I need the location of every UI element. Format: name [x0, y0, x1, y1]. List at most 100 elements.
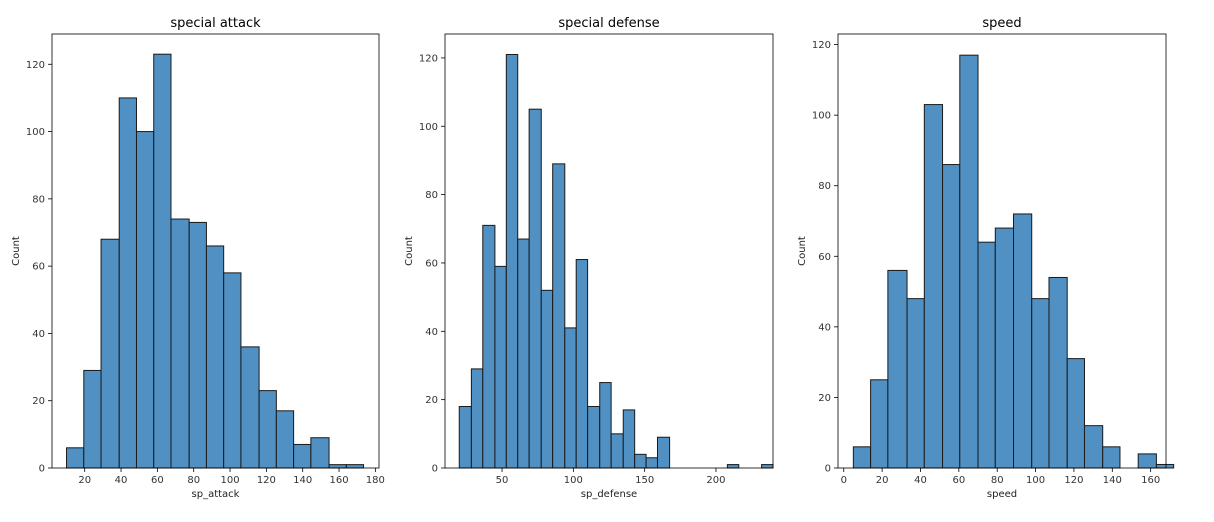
x-tick-label: 180 [366, 475, 385, 486]
histogram-bar [852, 446, 872, 469]
x-axis-label: sp_defense [581, 489, 637, 500]
histogram-bar [258, 390, 277, 469]
x-tick-label: 60 [952, 475, 965, 486]
chart-panel-2: 50 100 150 200 0 20 40 60 80 100 120 special defens… [404, 16, 774, 500]
histogram-bar [761, 464, 774, 469]
histogram-bar [575, 259, 589, 469]
chart-title: speed [982, 16, 1021, 31]
y-tick-label: 120 [419, 53, 438, 64]
histogram-bar [458, 405, 472, 469]
histogram-bar [205, 245, 225, 469]
y-tick-label: 120 [26, 60, 45, 71]
histogram-bar [977, 241, 996, 469]
y-tick-label: 60 [818, 252, 831, 263]
histogram-bar [726, 464, 740, 469]
y-tick-label: 20 [425, 395, 438, 406]
y-axis-label: Count [404, 236, 415, 266]
y-tick-label: 40 [818, 322, 831, 333]
y-axis-label: Count [797, 236, 808, 266]
histogram-bar [345, 464, 365, 469]
histogram-bar [118, 97, 137, 469]
histogram-bar [552, 163, 566, 469]
histogram-bar [622, 409, 636, 469]
x-tick-label: 20 [876, 475, 889, 486]
y-tick-label: 40 [32, 329, 45, 340]
x-tick-label: 160 [329, 475, 348, 486]
y-tick-label: 80 [32, 194, 45, 205]
histogram-bar [328, 464, 347, 469]
x-tick-label: 80 [187, 475, 200, 486]
histogram-bar [1083, 425, 1104, 469]
x-tick-label: 100 [564, 475, 583, 486]
histogram-bar [240, 346, 260, 469]
histogram-bar [1031, 298, 1050, 469]
histogram-bar [188, 221, 207, 469]
x-tick-label: 80 [991, 475, 1004, 486]
y-tick-label: 0 [825, 464, 831, 475]
histogram-bar [959, 54, 979, 469]
histogram-bar [135, 131, 155, 469]
histogram-bar [1066, 358, 1085, 469]
x-tick-label: 0 [841, 475, 847, 486]
y-tick-label: 80 [425, 190, 438, 201]
histogram-bar [83, 369, 102, 469]
y-tick-label: 20 [818, 393, 831, 404]
y-tick-label: 100 [26, 127, 45, 138]
y-axis-label: Count [11, 236, 22, 266]
histogram-bar [564, 327, 577, 469]
y-tick-label: 40 [425, 327, 438, 338]
histogram-bar [599, 382, 612, 469]
histogram-bar [1048, 276, 1068, 469]
x-tick-label: 200 [706, 475, 725, 486]
x-tick-label: 140 [1103, 475, 1122, 486]
y-tick-label: 0 [39, 464, 45, 475]
histogram-bar [482, 224, 496, 469]
histogram-bar [310, 437, 330, 469]
histogram-bar [1155, 463, 1175, 469]
histogram-bar [293, 443, 312, 469]
histogram-bar [870, 379, 889, 469]
x-tick-label: 100 [1026, 475, 1045, 486]
y-tick-label: 100 [812, 111, 831, 122]
histogram-bar [470, 368, 484, 469]
histogram-bar [528, 108, 542, 469]
histogram-bar [634, 453, 647, 469]
x-tick-label: 140 [293, 475, 312, 486]
histogram-bar [923, 104, 944, 469]
y-tick-label: 120 [812, 40, 831, 51]
x-tick-label: 150 [635, 475, 654, 486]
chart-title: special attack [170, 16, 261, 31]
histogram-bar [1013, 213, 1033, 469]
histogram-bar [887, 269, 908, 469]
histogram-bar [906, 298, 925, 469]
y-tick-label: 20 [32, 396, 45, 407]
histogram-bar [66, 447, 85, 469]
y-tick-label: 80 [818, 181, 831, 192]
x-tick-label: 120 [1064, 475, 1083, 486]
y-tick-label: 60 [32, 262, 45, 273]
y-tick-label: 0 [432, 464, 438, 475]
histogram-bar [275, 410, 295, 469]
histogram-bar [505, 54, 519, 469]
x-tick-label: 50 [496, 475, 509, 486]
x-tick-label: 160 [1141, 475, 1160, 486]
y-tick-label: 100 [419, 122, 438, 133]
chart-panel-1: 20 40 60 80 100 120 140 160 180 0 20 40 60 80 100 120 sp… [11, 16, 385, 500]
y-tick-label: 60 [425, 258, 438, 269]
x-tick-label: 120 [257, 475, 276, 486]
chart-title: special defense [558, 16, 659, 31]
histogram-bar [587, 405, 601, 469]
x-tick-label: 40 [914, 475, 927, 486]
x-axis-label: sp_attack [192, 489, 240, 500]
histogram-bar [1102, 446, 1121, 469]
histogram-bar [645, 457, 658, 469]
plot-frame [51, 33, 380, 469]
histogram-bar [656, 436, 671, 469]
histogram-bar [494, 265, 507, 469]
histogram-bar [610, 433, 624, 469]
plot-frame [837, 33, 1167, 469]
histogram-bar [170, 218, 190, 469]
plot-frame [444, 33, 774, 469]
histogram-bar [153, 53, 172, 469]
